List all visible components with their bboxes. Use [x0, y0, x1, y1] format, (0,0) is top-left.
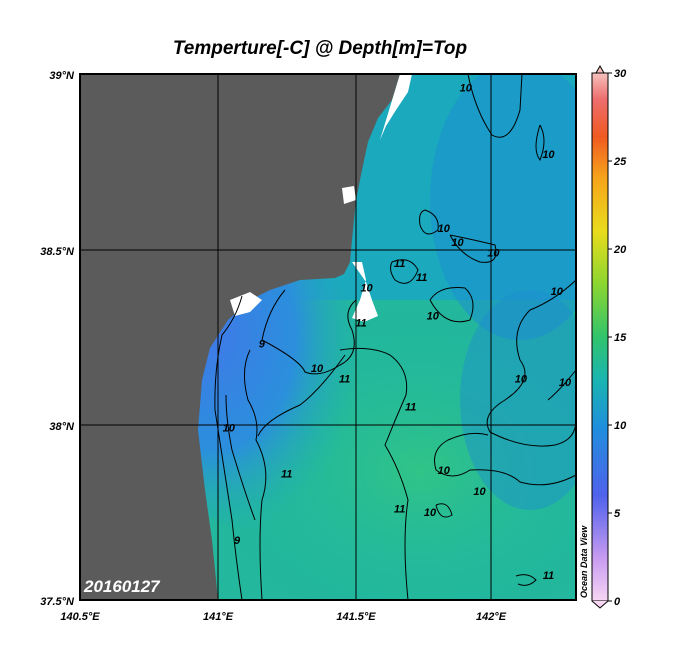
contour-label: 11: [355, 317, 366, 329]
northeast-cool-patch: [430, 74, 576, 340]
colorbar-tick-label: 30: [614, 68, 627, 80]
contour-label: 9: [234, 535, 241, 547]
contour-line: [434, 432, 576, 486]
contour-label: 11: [281, 468, 292, 480]
contour-label: 11: [543, 570, 554, 582]
x-tick-labels: 140.5°E 141°E 141.5°E 142°E: [60, 611, 506, 623]
contour-label: 10: [559, 377, 572, 389]
contour-label: 11: [394, 258, 405, 270]
y-tick-labels: 39°N 38.5°N 38°N 37.5°N: [40, 70, 75, 608]
contour-line: [390, 259, 419, 284]
colorbar: 0 5 10 15 20 25 30: [591, 64, 627, 609]
contour-line: [225, 394, 256, 521]
colorbar-tick-label: 20: [613, 244, 627, 256]
contour-label: 10: [424, 507, 437, 519]
contour-lines: [214, 74, 576, 600]
contour-line: [214, 295, 243, 600]
chart-title: Temperture[-C] @ Depth[m]=Top: [173, 38, 467, 59]
contour-label: 11: [394, 503, 405, 515]
contour-label: 10: [438, 465, 451, 477]
contour-line: [535, 124, 545, 161]
colorbar-tick-label: 10: [614, 420, 627, 432]
contour-label: 10: [487, 247, 500, 259]
contour-line: [244, 349, 267, 600]
contour-label: 11: [405, 402, 416, 414]
contour-label: 10: [551, 286, 564, 298]
contour-label: 11: [416, 272, 427, 284]
ocean-data-view-watermark: Ocean Data View: [579, 525, 589, 598]
contour-line: [339, 347, 409, 600]
contour-line: [257, 354, 346, 437]
colorbar-tick-label: 5: [614, 508, 621, 520]
y-tick-label: 38°N: [49, 421, 75, 433]
contour-label: 10: [473, 486, 486, 498]
coast-islet: [342, 186, 356, 204]
x-tick-label: 141.5°E: [336, 611, 376, 623]
x-tick-label: 141°E: [203, 611, 234, 623]
coast-bay: [230, 292, 262, 316]
contour-line: [419, 209, 439, 235]
land-mass: [80, 74, 400, 600]
contour-label: 10: [460, 83, 473, 95]
contour-line: [486, 279, 576, 447]
colorbar-top-arrow: [595, 64, 605, 74]
contour-label: 9: [259, 339, 266, 351]
y-tick-label: 39°N: [49, 70, 75, 82]
contour-line: [515, 574, 537, 586]
contour-line: [467, 74, 523, 138]
contour-label: 10: [427, 310, 440, 322]
contour-line: [547, 369, 576, 401]
colorbar-tick-label: 0: [614, 596, 621, 608]
contour-line: [261, 289, 357, 375]
y-tick-label: 38.5°N: [40, 246, 75, 258]
coast-peninsula: [352, 262, 378, 322]
x-tick-label: 140.5°E: [60, 611, 100, 623]
x-tick-label: 142°E: [476, 611, 507, 623]
grid-lines: [80, 74, 576, 600]
coast-island: [380, 74, 412, 140]
colorbar-bottom-arrow: [591, 600, 609, 609]
east-cool-patch: [460, 290, 576, 510]
contour-label: 10: [542, 149, 555, 161]
colorbar-tick-label: 25: [613, 156, 627, 168]
contour-label: 10: [223, 423, 236, 435]
contour-label: 10: [311, 363, 324, 375]
colorbar-ticks: 0 5 10 15 20 25 30: [608, 68, 627, 608]
plot-frame: [79, 73, 577, 601]
contour-label: 10: [438, 223, 451, 235]
contour-line: [429, 287, 474, 323]
contour-line: [449, 234, 497, 263]
colorbar-tick-label: 15: [614, 332, 627, 344]
y-tick-label: 37.5°N: [40, 596, 75, 608]
colorbar-gradient: [591, 72, 609, 602]
contour-label: 10: [515, 374, 528, 386]
contour-label: 10: [451, 237, 464, 249]
contour-label: 10: [360, 282, 373, 294]
date-label: 20160127: [83, 577, 161, 596]
contour-line: [435, 503, 453, 518]
contour-label: 11: [339, 374, 350, 386]
